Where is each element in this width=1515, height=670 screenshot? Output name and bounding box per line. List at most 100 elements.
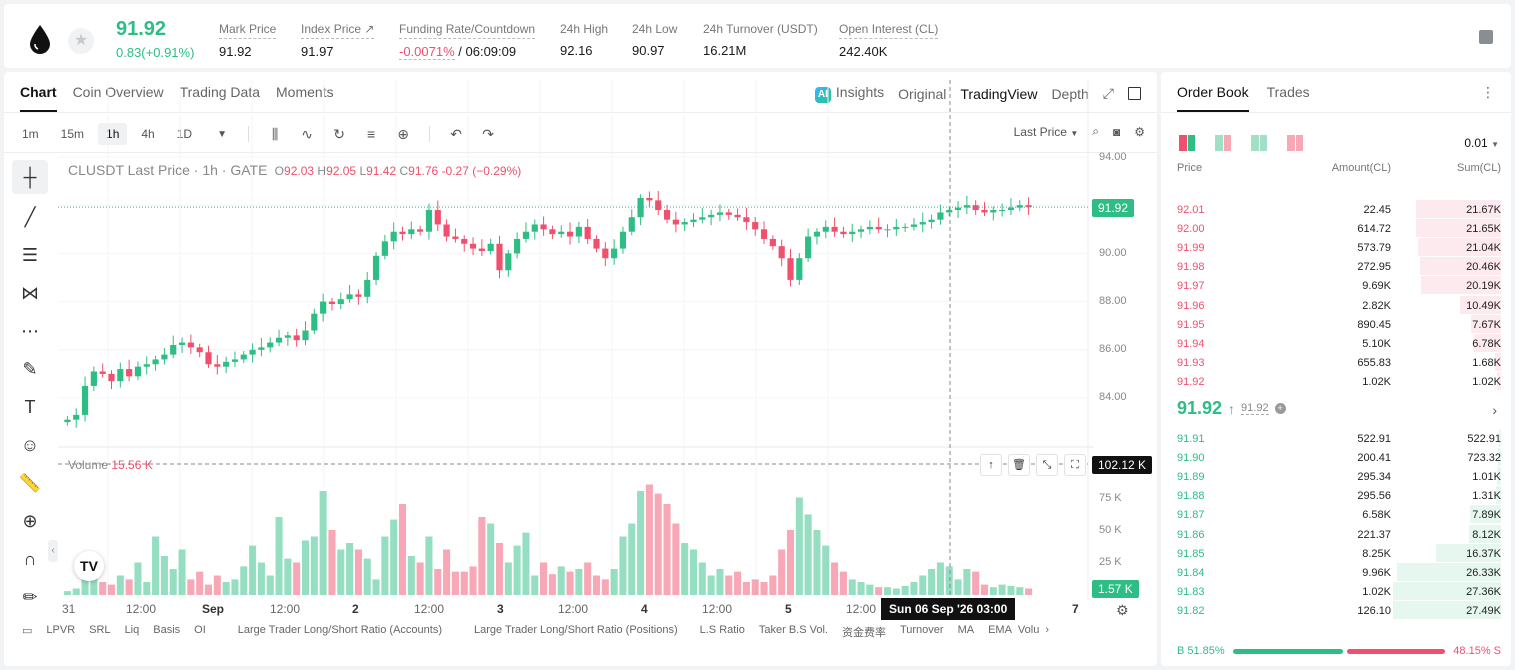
tab-order-book[interactable]: Order Book: [1177, 84, 1249, 112]
candle-body: [408, 229, 415, 235]
collapse-icon[interactable]: ⤡: [1036, 454, 1058, 476]
pattern-icon[interactable]: ⋈: [21, 282, 39, 303]
indicator-lpvr[interactable]: LPVR: [46, 624, 76, 636]
timeframe-1m[interactable]: 1m: [22, 127, 39, 141]
redo-icon[interactable]: ↷: [482, 125, 494, 142]
tab-coin-overview[interactable]: Coin Overview: [72, 84, 164, 100]
indicator-lt-positions[interactable]: Large Trader Long/Short Ratio (Positions…: [474, 624, 678, 636]
templates-icon[interactable]: ≡: [366, 126, 376, 142]
collapse-toolbar-icon[interactable]: ‹: [48, 540, 58, 562]
tab-moments[interactable]: Moments: [276, 84, 334, 100]
view-depth[interactable]: Depth: [1051, 85, 1089, 102]
trash-icon[interactable]: 🗑: [1008, 454, 1030, 476]
view-original[interactable]: Original: [898, 85, 947, 102]
precision-select[interactable]: 0.01 ▼: [1464, 136, 1499, 150]
tab-trading-data[interactable]: Trading Data: [179, 84, 261, 100]
indicator-volume[interactable]: Volu: [1017, 624, 1040, 636]
camera-icon[interactable]: ◙: [1112, 124, 1121, 139]
table-icon[interactable]: ▭: [22, 625, 33, 637]
text-icon[interactable]: T: [24, 396, 36, 417]
indicator-ma[interactable]: MA: [957, 624, 975, 636]
undo-icon[interactable]: ↶: [450, 125, 462, 142]
pencil-icon[interactable]: ✏: [22, 586, 38, 607]
indicator-ls-ratio[interactable]: L.S Ratio: [699, 624, 745, 636]
ask-row[interactable]: 92.01 22.45 21.67K: [1161, 200, 1511, 219]
ask-row[interactable]: 91.97 9.69K 20.19K: [1161, 276, 1511, 295]
ruler-icon[interactable]: 📏: [18, 472, 42, 493]
tab-chart[interactable]: Chart: [20, 84, 57, 112]
brush-icon[interactable]: ✎: [22, 358, 38, 379]
indicator-lt-accounts[interactable]: Large Trader Long/Short Ratio (Accounts): [237, 624, 443, 636]
book-icon[interactable]: [1479, 30, 1493, 44]
timeframe-4h[interactable]: 4h: [141, 127, 155, 141]
ask-row[interactable]: 91.94 5.10K 6.78K: [1161, 333, 1511, 353]
chevron-right-icon[interactable]: ›: [1045, 624, 1050, 636]
fib-icon[interactable]: ⋯: [21, 320, 39, 341]
arrow-up-icon[interactable]: ↑: [980, 454, 1002, 476]
indicator-taker[interactable]: Taker B.S Vol.: [758, 624, 828, 636]
ask-row[interactable]: 91.93 655.83 1.68K: [1161, 352, 1511, 372]
depth-bar: [1393, 600, 1501, 619]
timeframe-15m[interactable]: 15m: [60, 127, 85, 141]
maximize-icon[interactable]: ⛶: [1064, 454, 1086, 476]
timeframe-1h[interactable]: 1h: [98, 123, 128, 145]
ask-row[interactable]: 92.00 614.72 21.65K: [1161, 219, 1511, 238]
indicator-ema[interactable]: EMA: [988, 624, 1012, 636]
oil-drop-icon: [30, 25, 50, 54]
emoji-icon[interactable]: ☺: [20, 434, 40, 455]
horizontal-lines-icon[interactable]: ☰: [21, 244, 39, 265]
ask-row[interactable]: 91.95 890.45 7.67K: [1161, 314, 1511, 334]
chevron-down-icon[interactable]: ▼: [217, 128, 228, 140]
bid-row[interactable]: 91.82 126.10 27.49K: [1161, 600, 1511, 620]
ask-row[interactable]: 91.96 2.82K 10.49K: [1161, 295, 1511, 315]
candle-type-icon[interactable]: ⫼: [271, 125, 279, 142]
ask-row[interactable]: 91.92 1.02K 1.02K: [1161, 371, 1511, 391]
axis-settings-icon[interactable]: ⚙: [1116, 602, 1129, 618]
view-mixed-icon[interactable]: [1215, 135, 1231, 151]
indicator-turnover[interactable]: Turnover: [899, 624, 944, 636]
stat-24h-turnover: 24h Turnover (USDT) 16.21M: [703, 22, 818, 58]
bid-row[interactable]: 91.85 8.25K 16.37K: [1161, 543, 1511, 563]
ask-row[interactable]: 91.98 272.95 20.46K: [1161, 257, 1511, 276]
add-indicator-icon[interactable]: ⊕: [397, 125, 409, 142]
indicator-oi[interactable]: OI: [194, 624, 206, 636]
settings-gear-icon[interactable]: ⚙: [1134, 124, 1145, 139]
view-asks-icon[interactable]: [1287, 135, 1303, 151]
bid-row[interactable]: 91.90 200.41 723.32: [1161, 448, 1511, 467]
more-icon[interactable]: ⋮: [1481, 84, 1495, 100]
candle-body: [787, 258, 794, 280]
header-price: Price: [1177, 162, 1203, 174]
magnet-icon[interactable]: ∩: [23, 548, 37, 569]
price-type-select[interactable]: Last Price ▼: [1013, 124, 1079, 139]
expand-icon[interactable]: ⤢: [1102, 85, 1114, 101]
crosshair-icon[interactable]: ┼: [12, 160, 48, 194]
bid-row[interactable]: 91.88 295.56 1.31K: [1161, 486, 1511, 505]
bid-row[interactable]: 91.86 221.37 8.12K: [1161, 524, 1511, 544]
indicator-basis[interactable]: Basis: [153, 624, 181, 636]
bid-row[interactable]: 91.91 522.91 522.91: [1161, 429, 1511, 448]
indicator-srl[interactable]: SRL: [89, 624, 111, 636]
bid-row[interactable]: 91.83 1.02K 27.36K: [1161, 581, 1511, 601]
view-tradingview[interactable]: TradingView: [960, 85, 1038, 102]
zoom-in-icon[interactable]: ⊕: [22, 510, 38, 531]
replay-icon[interactable]: ↻: [333, 125, 345, 142]
window-icon[interactable]: [1128, 87, 1141, 100]
indicator-liq[interactable]: Liq: [124, 624, 140, 636]
bid-row[interactable]: 91.87 6.58K 7.89K: [1161, 505, 1511, 524]
favorite-star-icon[interactable]: ★: [68, 28, 94, 54]
chevron-right-icon[interactable]: ›: [1492, 402, 1497, 418]
tradingview-logo[interactable]: TV: [74, 551, 104, 581]
view-both-icon[interactable]: [1179, 135, 1195, 151]
ask-row[interactable]: 91.99 573.79 21.04K: [1161, 238, 1511, 257]
indicator-funding[interactable]: 资金费率: [841, 627, 886, 639]
candlestick-chart[interactable]: [58, 80, 1093, 600]
search-icon[interactable]: ⌕: [1092, 124, 1099, 138]
timeframe-1d[interactable]: 1D: [176, 127, 193, 141]
bid-row[interactable]: 91.84 9.96K 26.33K: [1161, 562, 1511, 582]
bid-row[interactable]: 91.89 295.34 1.01K: [1161, 467, 1511, 486]
indicators-icon[interactable]: ∿: [301, 125, 313, 142]
insights-button[interactable]: AI Insights: [814, 84, 884, 103]
view-bids-icon[interactable]: [1251, 135, 1267, 151]
trend-line-icon[interactable]: ╱: [24, 206, 36, 227]
tab-trades[interactable]: Trades: [1266, 84, 1310, 100]
